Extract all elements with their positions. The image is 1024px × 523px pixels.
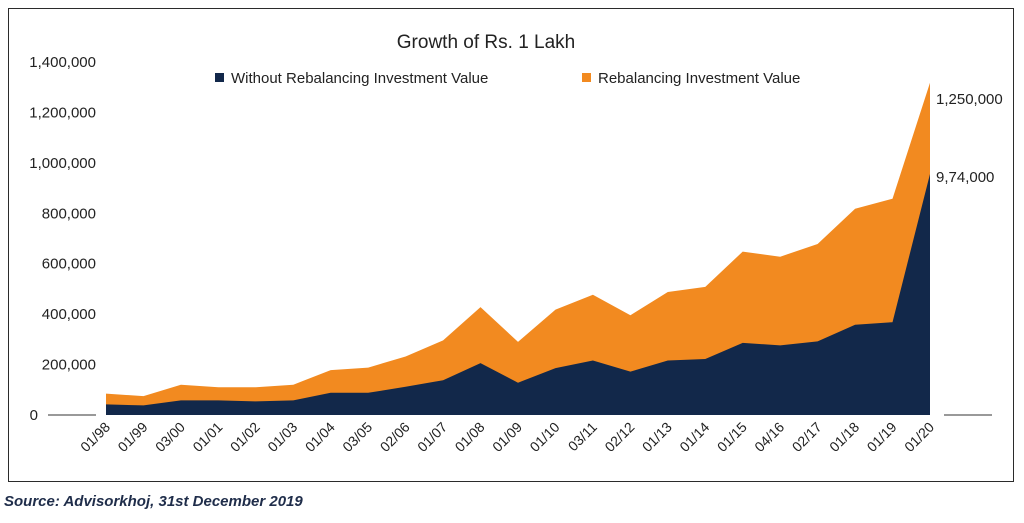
legend-label-without: Without Rebalancing Investment Value xyxy=(231,70,488,87)
x-tick-label: 02/06 xyxy=(377,419,413,455)
x-tick-label: 04/16 xyxy=(751,419,787,455)
x-tick-label: 01/10 xyxy=(526,419,562,455)
x-tick-label: 03/00 xyxy=(152,419,188,455)
x-tick-label: 01/18 xyxy=(826,419,862,455)
chart-title: Growth of Rs. 1 Lakh xyxy=(397,32,575,53)
source-note: Source: Advisorkhoj, 31st December 2019 xyxy=(4,493,303,510)
x-tick-label: 01/02 xyxy=(227,419,263,455)
x-tick-label: 01/01 xyxy=(189,419,225,455)
x-tick-label: 01/20 xyxy=(901,419,937,455)
chart-frame xyxy=(8,8,1014,482)
y-tick-label: 800,000 xyxy=(42,205,96,222)
x-tick-label: 03/05 xyxy=(339,419,375,455)
x-tick-label: 01/08 xyxy=(452,419,488,455)
area-without-rebalancing xyxy=(106,174,930,415)
area-rebalancing xyxy=(106,82,930,415)
y-tick-label: 400,000 xyxy=(42,306,96,323)
x-tick-label: 01/03 xyxy=(264,419,300,455)
x-tick-label: 01/13 xyxy=(639,419,675,455)
y-axis: 0 200,000 400,000 600,000 800,000 1,000,000 1,… xyxy=(29,54,96,424)
x-tick-label: 01/09 xyxy=(489,419,525,455)
y-tick-label: 1,400,000 xyxy=(29,54,96,71)
y-tick-label: 1,000,000 xyxy=(29,155,96,172)
plot-area xyxy=(106,82,930,415)
y-tick-label: 600,000 xyxy=(42,256,96,273)
legend-swatch-without xyxy=(215,73,224,82)
legend: Without Rebalancing Investment Value Reb… xyxy=(215,70,800,87)
annotation-rebalancing-end: 1,250,000 xyxy=(936,91,1003,108)
legend-label-rebalancing: Rebalancing Investment Value xyxy=(598,70,800,87)
x-tick-label: 02/17 xyxy=(789,419,825,455)
annotation-without-end: 9,74,000 xyxy=(936,169,994,186)
y-tick-label: 200,000 xyxy=(42,357,96,374)
x-tick-label: 02/12 xyxy=(601,419,637,455)
x-tick-label: 01/07 xyxy=(414,419,450,455)
x-tick-label: 01/19 xyxy=(864,419,900,455)
x-axis: 01/98 01/99 03/00 01/01 01/02 01/03 01/04 03/05… xyxy=(77,419,937,455)
x-tick-label: 01/15 xyxy=(714,419,750,455)
legend-swatch-rebalancing xyxy=(582,73,591,82)
area-chart: Growth of Rs. 1 Lakh Without Rebalancing… xyxy=(29,32,1003,455)
x-tick-label: 01/14 xyxy=(676,419,712,455)
y-tick-label: 0 xyxy=(30,407,38,424)
x-tick-label: 01/98 xyxy=(77,419,113,455)
x-tick-label: 03/11 xyxy=(565,419,601,455)
y-tick-label: 1,200,000 xyxy=(29,104,96,121)
x-tick-label: 01/99 xyxy=(114,419,150,455)
x-tick-label: 01/04 xyxy=(302,419,338,455)
